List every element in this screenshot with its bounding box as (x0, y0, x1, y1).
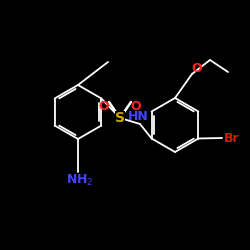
Text: O: O (99, 100, 109, 112)
Text: Br: Br (224, 132, 240, 145)
Text: NH$_2$: NH$_2$ (66, 172, 94, 188)
Text: S: S (115, 111, 125, 125)
Text: HN: HN (128, 110, 148, 124)
Text: O: O (192, 62, 202, 76)
Text: O: O (131, 100, 141, 112)
